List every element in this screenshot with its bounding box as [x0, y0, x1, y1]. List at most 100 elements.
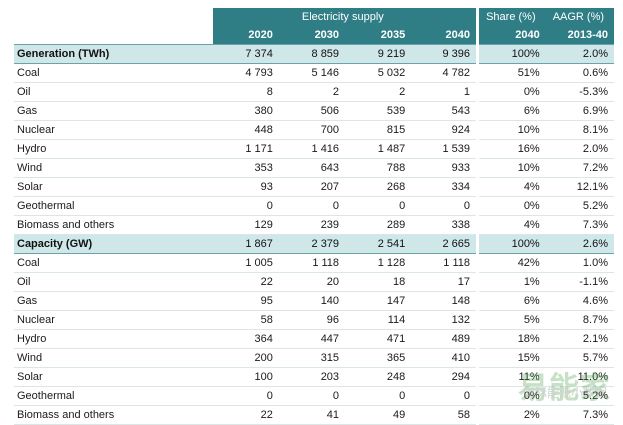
table-cell: 1 171 — [212, 139, 279, 159]
table-cell: 0 — [212, 196, 279, 216]
table-row: Biomass and others 22 41 49 58 2% 7.3% — [14, 405, 614, 425]
table-cell: 924 — [411, 120, 478, 140]
table-cell: 1 — [411, 82, 478, 102]
table-cell: 294 — [411, 367, 478, 387]
section-total-cell: 2 541 — [345, 234, 412, 254]
table-cell: 0 — [411, 386, 478, 406]
header-blank-cell — [14, 26, 213, 45]
table-cell: 11% — [475, 367, 546, 387]
section-header-row: Capacity (GW) 1 867 2 379 2 541 2 665 100% 2.6… — [14, 234, 614, 254]
table-cell: 4 782 — [411, 63, 478, 83]
row-label: Oil — [14, 82, 213, 102]
table-cell: 489 — [411, 329, 478, 349]
row-label: Gas — [14, 291, 213, 311]
table-cell: 22 — [212, 272, 279, 292]
header-aagr-label: AAGR (%) — [545, 8, 614, 26]
header-year-2035: 2035 — [345, 26, 412, 45]
table-cell: 203 — [278, 367, 346, 387]
row-label: Nuclear — [14, 310, 213, 330]
table-cell: 41 — [278, 405, 346, 425]
table-cell: 11.0% — [545, 367, 614, 387]
table-cell: 1% — [475, 272, 546, 292]
table-cell: 248 — [345, 367, 412, 387]
table-cell: 1 118 — [278, 253, 346, 273]
header-year-2040: 2040 — [411, 26, 478, 45]
row-label: Biomass and others — [14, 215, 213, 235]
table-row: Gas 380 506 539 543 6% 6.9% — [14, 101, 614, 121]
table-cell: 7.3% — [545, 405, 614, 425]
table-cell: 8.7% — [545, 310, 614, 330]
table-cell: 93 — [212, 177, 279, 197]
table-cell: 140 — [278, 291, 346, 311]
table-cell: 0 — [345, 386, 412, 406]
table-cell: 114 — [345, 310, 412, 330]
table-cell: 7.3% — [545, 215, 614, 235]
table-row: Hydro 364 447 471 489 18% 2.1% — [14, 329, 614, 349]
section-total-cell: 7 374 — [212, 44, 279, 64]
table-cell: -5.3% — [545, 82, 614, 102]
table-cell: 1 416 — [278, 139, 346, 159]
table-cell: 207 — [278, 177, 346, 197]
table-cell: 0.6% — [545, 63, 614, 83]
section-total-cell: 2.0% — [545, 44, 614, 64]
table-cell: 1 539 — [411, 139, 478, 159]
table-cell: 5.2% — [545, 386, 614, 406]
section-title: Generation (TWh) — [14, 44, 213, 64]
table-cell: 447 — [278, 329, 346, 349]
table-cell: 700 — [278, 120, 346, 140]
table-cell: 16% — [475, 139, 546, 159]
header-share-label: Share (%) — [475, 8, 546, 26]
table-row: Nuclear 448 700 815 924 10% 8.1% — [14, 120, 614, 140]
table-cell: 0 — [411, 196, 478, 216]
table-cell: 933 — [411, 158, 478, 178]
section-total-cell: 8 859 — [278, 44, 346, 64]
table-cell: 49 — [345, 405, 412, 425]
table-cell: 18 — [345, 272, 412, 292]
table-cell: 788 — [345, 158, 412, 178]
table-cell: 2% — [475, 405, 546, 425]
table-cell: 0 — [278, 196, 346, 216]
table-cell: 100 — [212, 367, 279, 387]
table-cell: 1 005 — [212, 253, 279, 273]
table-cell: 0% — [475, 82, 546, 102]
table-cell: 4% — [475, 215, 546, 235]
electricity-supply-table-container: Electricity supply Share (%) AAGR (%) 20… — [14, 8, 614, 425]
section-total-cell: 9 219 — [345, 44, 412, 64]
table-cell: 7.2% — [545, 158, 614, 178]
row-label: Geothermal — [14, 196, 213, 216]
table-cell: 5.7% — [545, 348, 614, 368]
table-cell: 289 — [345, 215, 412, 235]
table-cell: 0% — [475, 196, 546, 216]
row-label: Wind — [14, 348, 213, 368]
header-blank-cell — [14, 8, 213, 26]
table-cell: 8.1% — [545, 120, 614, 140]
table-cell: 1.0% — [545, 253, 614, 273]
table-row: Geothermal 0 0 0 0 0% 5.2% — [14, 386, 614, 406]
table-cell: 10% — [475, 158, 546, 178]
table-cell: 506 — [278, 101, 346, 121]
row-label: Oil — [14, 272, 213, 292]
header-row-top: Electricity supply Share (%) AAGR (%) — [14, 8, 614, 26]
table-cell: 338 — [411, 215, 478, 235]
row-label: Hydro — [14, 329, 213, 349]
table-cell: 200 — [212, 348, 279, 368]
header-row-years: 2020 2030 2035 2040 2040 2013-40 — [14, 26, 614, 45]
table-row: Biomass and others 129 239 289 338 4% 7.3% — [14, 215, 614, 235]
table-cell: 539 — [345, 101, 412, 121]
table-cell: 643 — [278, 158, 346, 178]
table-cell: 2.0% — [545, 139, 614, 159]
table-cell: 8 — [212, 82, 279, 102]
table-row: Gas 95 140 147 148 6% 4.6% — [14, 291, 614, 311]
row-label: Coal — [14, 253, 213, 273]
header-aagr-period: 2013-40 — [545, 26, 614, 45]
table-cell: 353 — [212, 158, 279, 178]
table-row: Wind 353 643 788 933 10% 7.2% — [14, 158, 614, 178]
table-row: Coal 4 793 5 146 5 032 4 782 51% 0.6% — [14, 63, 614, 83]
table-cell: 364 — [212, 329, 279, 349]
section-total-cell: 100% — [475, 44, 546, 64]
table-cell: -1.1% — [545, 272, 614, 292]
table-cell: 2.1% — [545, 329, 614, 349]
table-cell: 5 146 — [278, 63, 346, 83]
table-cell: 4.6% — [545, 291, 614, 311]
table-cell: 129 — [212, 215, 279, 235]
